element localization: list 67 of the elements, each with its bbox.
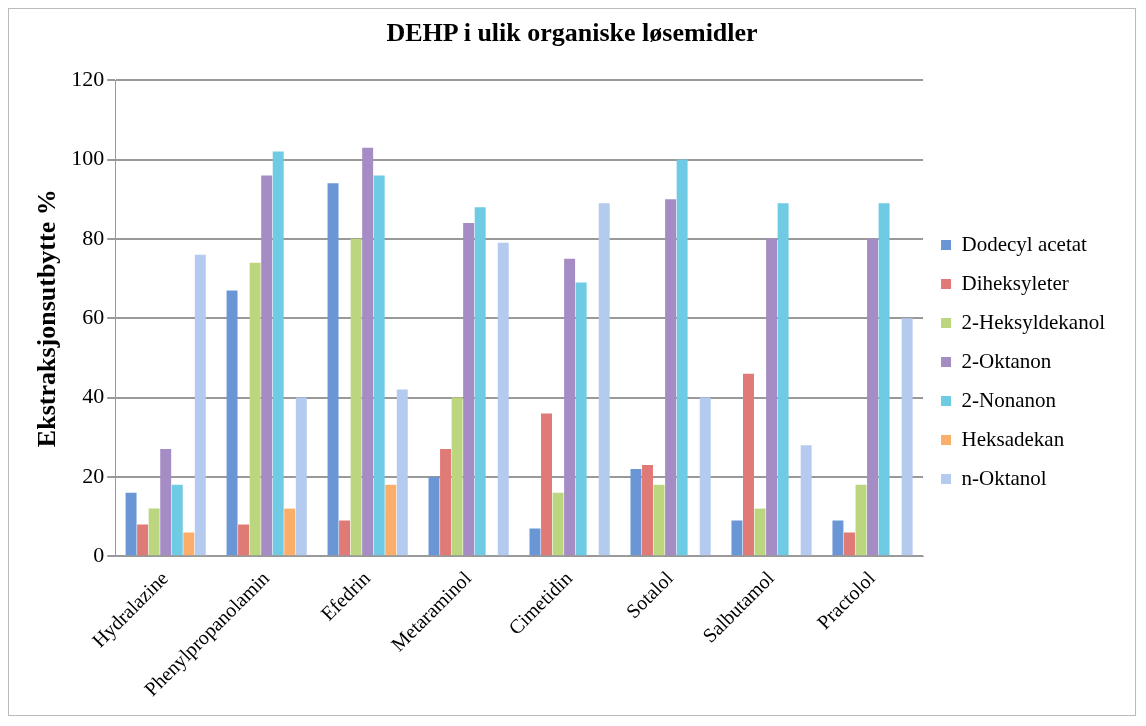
bar	[676, 159, 688, 556]
y-tick-label: 100	[71, 145, 105, 171]
bar	[463, 223, 475, 556]
legend-label: 2-Nonanon	[961, 387, 1057, 412]
y-tick-label: 120	[71, 65, 105, 91]
bar	[901, 318, 913, 556]
bar	[754, 508, 766, 556]
legend-label: n-Oktanol	[961, 465, 1047, 490]
bar	[843, 532, 855, 556]
bar	[598, 203, 610, 556]
bar	[440, 449, 452, 556]
bar	[766, 238, 778, 556]
bar	[385, 484, 397, 556]
bar	[194, 254, 206, 556]
bar	[878, 203, 890, 556]
bar	[373, 175, 385, 556]
bar	[497, 242, 509, 556]
bar	[529, 528, 541, 556]
y-tick-label: 20	[82, 462, 105, 488]
legend-label: 2-Oktanon	[961, 348, 1052, 373]
bar	[137, 524, 149, 556]
bar	[867, 238, 879, 556]
bar	[743, 373, 754, 556]
chart-title: DEHP i ulik organiske løsemidler	[386, 18, 758, 48]
bar	[428, 476, 440, 556]
bar	[630, 468, 642, 556]
y-tick-label: 80	[82, 224, 105, 250]
bar	[642, 464, 653, 556]
bar	[171, 484, 183, 556]
legend-label: 2-Heksyldekanol	[961, 309, 1106, 334]
bar	[653, 484, 665, 556]
y-tick-label: 60	[82, 303, 105, 329]
bar	[777, 203, 789, 556]
bar	[284, 508, 296, 556]
bar	[800, 445, 812, 556]
legend-label: Dodecyl acetat	[961, 231, 1088, 256]
bar	[665, 199, 677, 556]
bar	[261, 175, 273, 556]
bar	[541, 413, 553, 556]
bar	[731, 520, 743, 556]
bar	[327, 183, 339, 556]
bar	[226, 290, 238, 556]
bar	[249, 262, 261, 556]
bar	[160, 449, 172, 556]
bar	[451, 397, 463, 556]
bar	[272, 151, 284, 556]
bar	[148, 508, 160, 556]
bar	[855, 484, 867, 556]
bar	[474, 207, 486, 556]
bar	[125, 492, 137, 556]
y-axis-title: Ekstraksjonsutbytte %	[32, 189, 62, 448]
bar	[362, 147, 374, 556]
bar	[832, 520, 844, 556]
bar	[575, 282, 587, 556]
bar	[339, 520, 351, 556]
legend-label: Diheksyleter	[961, 270, 1069, 295]
y-tick-label: 0	[93, 541, 105, 567]
bar	[699, 397, 711, 556]
bar	[295, 397, 307, 556]
bar	[350, 238, 362, 556]
bar	[396, 389, 408, 556]
bar	[564, 258, 576, 556]
bar	[183, 532, 195, 556]
y-tick-label: 40	[82, 383, 105, 409]
bar	[552, 492, 564, 556]
bar	[238, 524, 250, 556]
legend-label: Heksadekan	[961, 426, 1065, 451]
